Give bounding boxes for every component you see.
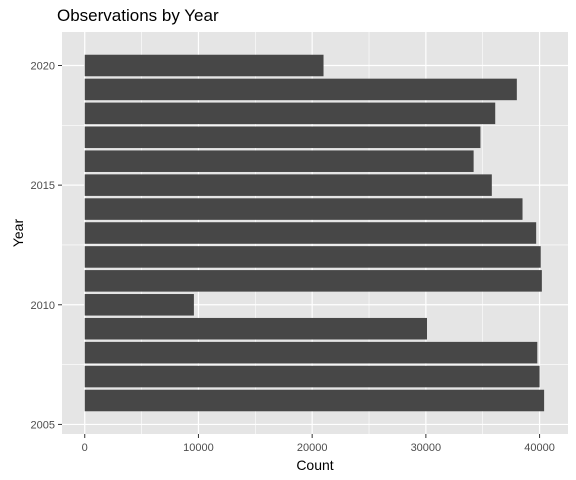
bar-2007 — [84, 365, 540, 388]
bar-2008 — [84, 341, 538, 364]
x-tick-label: 20000 — [297, 442, 328, 454]
x-tick-label: 30000 — [411, 442, 442, 454]
bars — [84, 54, 545, 412]
y-axis: 2005 2010 2015 2020 — [31, 61, 62, 431]
x-axis-title: Count — [296, 457, 333, 473]
x-tick-label: 0 — [82, 442, 88, 454]
x-tick-label: 40000 — [524, 442, 555, 454]
bar-2020 — [84, 54, 324, 77]
x-tick-label: 10000 — [183, 442, 214, 454]
x-axis: 0 10000 20000 30000 40000 — [82, 434, 555, 454]
bar-2013 — [84, 222, 537, 244]
bar-2019 — [84, 78, 517, 101]
bar-2018 — [84, 102, 496, 125]
bar-2014 — [84, 198, 523, 220]
bar-2010 — [84, 294, 194, 316]
bar-2009 — [84, 317, 428, 340]
y-tick-label: 2020 — [31, 61, 55, 73]
bar-2017 — [84, 126, 481, 149]
bar-2011 — [84, 270, 542, 292]
bar-2015 — [84, 174, 492, 196]
y-tick-label: 2010 — [31, 300, 55, 312]
y-axis-title: Year — [10, 219, 26, 248]
y-tick-label: 2015 — [31, 180, 55, 192]
bar-2016 — [84, 150, 474, 172]
bar-2012 — [84, 246, 541, 268]
bar-2006 — [84, 389, 545, 412]
chart-title: Observations by Year — [57, 6, 219, 25]
y-tick-label: 2005 — [31, 419, 55, 431]
